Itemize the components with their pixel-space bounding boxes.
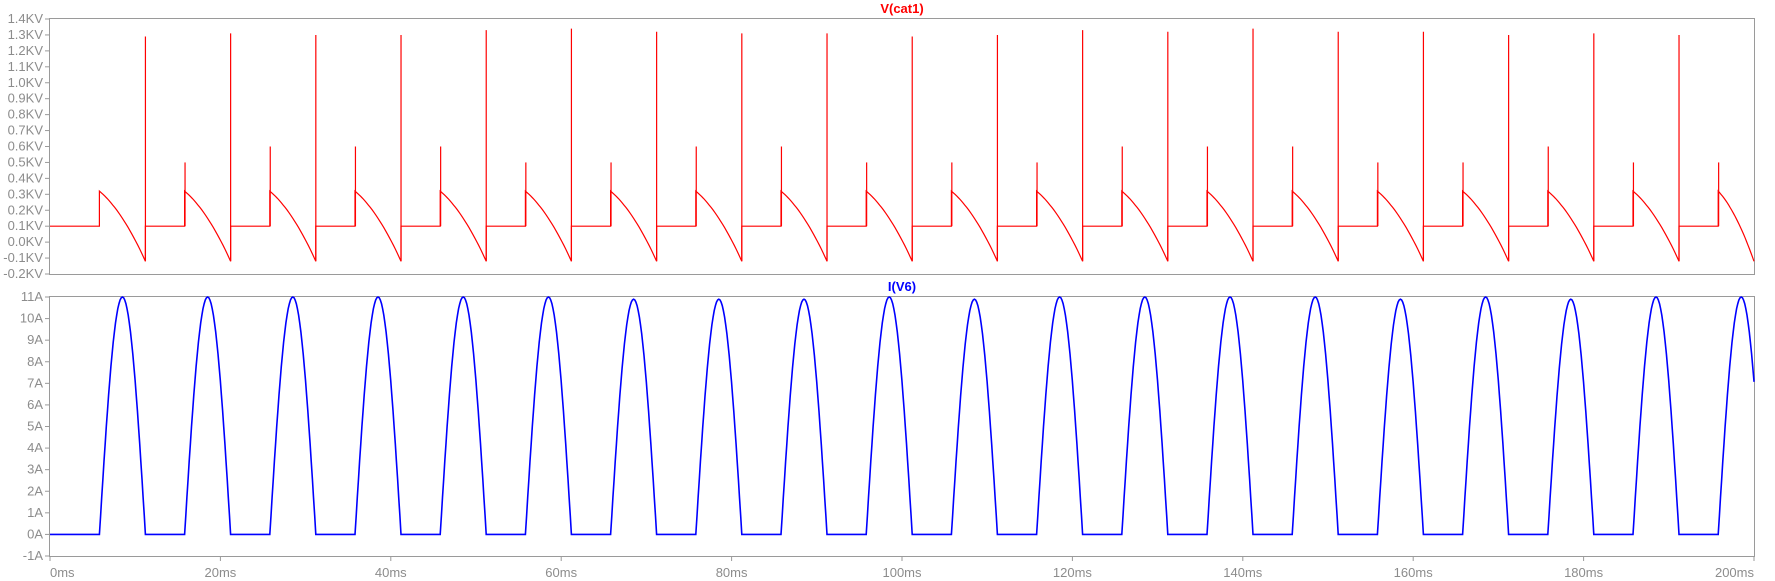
voltage-y-tick-label: 0.8KV xyxy=(8,107,44,122)
voltage-y-tick-label: 0.7KV xyxy=(8,123,44,138)
voltage-y-tick-label: 1.0KV xyxy=(8,75,44,90)
voltage-y-tick-label: -0.1KV xyxy=(3,250,43,265)
voltage-y-tick-label: 0.5KV xyxy=(8,154,44,169)
time-x-tick-label: 140ms xyxy=(1223,565,1263,580)
voltage-y-tick-label: 0.0KV xyxy=(8,234,44,249)
current-y-tick-label: 4A xyxy=(27,440,43,455)
time-x-axis: 0ms 20ms 40ms 60ms 80ms 100ms 120ms 140ms 160ms 1… xyxy=(49,556,1755,580)
voltage-y-tick-label: 0.4KV xyxy=(8,170,44,185)
voltage-y-tick-label: 0.2KV xyxy=(8,202,44,217)
voltage-y-tick-label: -0.2KV xyxy=(3,266,43,281)
voltage-y-tick-label: 1.2KV xyxy=(8,43,44,58)
time-x-tick-label: 200ms xyxy=(1715,565,1755,580)
voltage-y-axis: 1.4KV1.3KV1.2KV1.1KV1.0KV0.9KV0.8KV0.7KV… xyxy=(3,11,50,281)
current-y-tick-label: 1A xyxy=(27,505,43,520)
voltage-plot-title: V(cat1) xyxy=(880,1,923,16)
current-y-tick-label: -1A xyxy=(23,548,44,563)
current-y-tick-label: 2A xyxy=(27,483,43,498)
current-y-tick-label: 11A xyxy=(21,289,43,304)
voltage-y-tick-label: 1.1KV xyxy=(8,59,44,74)
voltage-y-tick-label: 0.9KV xyxy=(8,91,44,106)
current-y-tick-label: 6A xyxy=(27,397,43,412)
voltage-trace xyxy=(50,189,1755,262)
current-y-axis: 11A 10A 9A 8A 7A 6A 5A 4A 3A 2A 1A 0A -1A xyxy=(20,289,50,563)
time-x-tick-label: 120ms xyxy=(1053,565,1093,580)
current-plot-frame xyxy=(49,296,1755,557)
time-x-tick-label: 20ms xyxy=(205,565,237,580)
voltage-y-tick-label: 1.4KV xyxy=(8,11,44,26)
voltage-y-tick-label: 1.3KV xyxy=(8,27,44,42)
time-x-tick-label: 100ms xyxy=(882,565,922,580)
time-x-tick-label: 60ms xyxy=(545,565,577,580)
current-y-tick-label: 3A xyxy=(27,462,43,477)
current-y-tick-label: 0A xyxy=(27,526,43,541)
current-y-tick-label: 5A xyxy=(27,419,43,434)
current-y-tick-label: 7A xyxy=(27,375,43,390)
time-x-tick-label: 40ms xyxy=(375,565,407,580)
time-x-tick-label: 0ms xyxy=(50,565,75,580)
voltage-y-tick-label: 0.3KV xyxy=(8,186,44,201)
current-plot-title: I(V6) xyxy=(888,279,916,294)
time-x-tick-label: 180ms xyxy=(1564,565,1604,580)
time-x-tick-label: 80ms xyxy=(716,565,748,580)
current-y-tick-label: 9A xyxy=(27,332,43,347)
current-y-tick-label: 10A xyxy=(20,311,43,326)
time-x-tick-label: 160ms xyxy=(1394,565,1434,580)
voltage-spikes xyxy=(144,28,1720,262)
voltage-y-tick-label: 0.1KV xyxy=(8,218,44,233)
voltage-plot-frame xyxy=(49,18,1755,275)
current-y-tick-label: 8A xyxy=(27,354,43,369)
voltage-y-tick-label: 0.6KV xyxy=(8,139,44,154)
current-trace xyxy=(50,296,1755,536)
